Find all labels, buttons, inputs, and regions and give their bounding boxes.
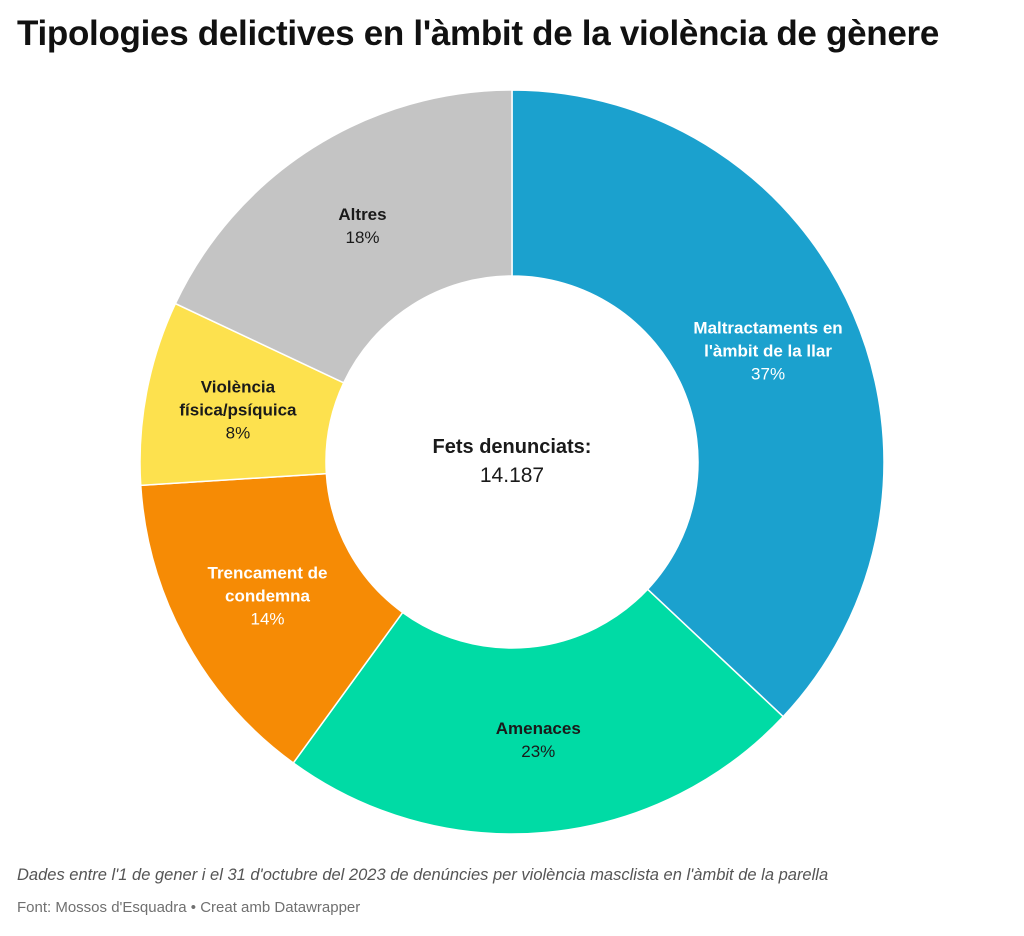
chart-notes: Dades entre l'1 de gener i el 31 d'octub… bbox=[17, 866, 829, 884]
slice-percent: 18% bbox=[345, 228, 380, 248]
slice-label-trencament-de-condemna: Trencament de condemna 14% bbox=[208, 562, 328, 631]
chart-title: Tipologies delictives en l'àmbit de la v… bbox=[17, 14, 939, 53]
slice-label-text: Amenaces bbox=[495, 718, 581, 738]
slice-label-violencia-fisica-psiquica: Violència física/psíquica 8% bbox=[179, 375, 296, 444]
slice-label-text: l'àmbit de la llar bbox=[704, 341, 832, 361]
slice-amenaces[interactable] bbox=[292, 588, 785, 835]
slice-percent: 23% bbox=[521, 741, 556, 761]
slice-percent: 37% bbox=[751, 364, 786, 384]
slice-label-text: Altres bbox=[338, 205, 387, 225]
slice-label-altres: Altres 18% bbox=[338, 203, 386, 249]
slice-label-text: Trencament de bbox=[207, 563, 328, 583]
center-title: Fets denunciats: bbox=[432, 436, 592, 458]
slice-label-text: condemna bbox=[224, 586, 311, 606]
chart-source: Font: Mossos d'Esquadra • Creat amb Data… bbox=[17, 899, 361, 916]
slice-label-maltractaments-en-l-ambit-de-la-llar: Maltractaments en l'àmbit de la llar 37% bbox=[693, 317, 842, 386]
center-label: Fets denunciats: 14.187 bbox=[433, 434, 592, 490]
slice-label-amenaces: Amenaces 23% bbox=[496, 717, 581, 763]
center-value: 14.187 bbox=[479, 464, 545, 487]
slice-maltractaments-en-l-ambit-de-la-llar[interactable] bbox=[511, 89, 885, 718]
slice-label-text: física/psíquica bbox=[179, 400, 297, 420]
slice-label-text: Maltractaments en bbox=[693, 318, 843, 338]
slice-percent: 14% bbox=[250, 609, 285, 629]
slice-percent: 8% bbox=[225, 423, 251, 443]
slice-altres[interactable] bbox=[174, 89, 513, 384]
slice-label-text: Violència bbox=[200, 377, 276, 397]
slice-trencament-de-condemna[interactable] bbox=[139, 472, 404, 765]
